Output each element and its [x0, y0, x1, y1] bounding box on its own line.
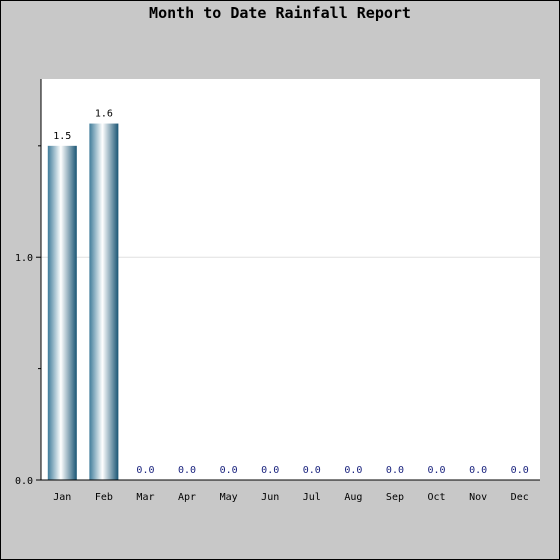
x-tick-label-aug: Aug: [344, 492, 362, 503]
value-label-oct: 0.0: [428, 465, 446, 476]
value-label-nov: 0.0: [469, 465, 487, 476]
plot-area: [41, 79, 540, 480]
x-tick-labels: Jan Feb Mar Apr May Jun Jul Aug Sep Oct Nov Dec: [53, 492, 528, 503]
value-label-jan: 1.5: [53, 131, 71, 142]
x-tick-label-nov: Nov: [469, 492, 487, 503]
x-tick-label-jun: Jun: [261, 492, 279, 503]
value-label-may: 0.0: [220, 465, 238, 476]
x-tick-label-mar: Mar: [136, 492, 154, 503]
y-tick-label: 0.0: [15, 476, 33, 487]
value-label-apr: 0.0: [178, 465, 196, 476]
value-labels: 1.5 1.6 0.0 0.0 0.0 0.0 0.0 0.0 0.0 0.0 0.0 0.0: [53, 109, 528, 476]
x-tick-label-sep: Sep: [386, 492, 404, 503]
value-label-mar: 0.0: [136, 465, 154, 476]
value-label-aug: 0.0: [344, 465, 362, 476]
value-label-feb: 1.6: [95, 109, 113, 120]
chart-title: Month to Date Rainfall Report: [149, 4, 411, 22]
x-tick-label-jul: Jul: [303, 492, 321, 503]
bars: [47, 123, 119, 481]
x-tick-label-apr: Apr: [178, 492, 196, 503]
value-label-jun: 0.0: [261, 465, 279, 476]
y-tick-label: 1.0: [15, 253, 33, 264]
bar-jan: [47, 145, 77, 481]
value-label-dec: 0.0: [511, 465, 529, 476]
x-tick-label-may: May: [220, 492, 238, 503]
x-tick-label-oct: Oct: [428, 492, 446, 503]
x-tick-label-jan: Jan: [53, 492, 71, 503]
x-tick-label-feb: Feb: [95, 492, 113, 503]
y-ticks: 0.0 1.0: [15, 145, 41, 487]
value-label-jul: 0.0: [303, 465, 321, 476]
value-label-sep: 0.0: [386, 465, 404, 476]
bar-feb: [89, 123, 119, 481]
x-tick-label-dec: Dec: [511, 492, 529, 503]
